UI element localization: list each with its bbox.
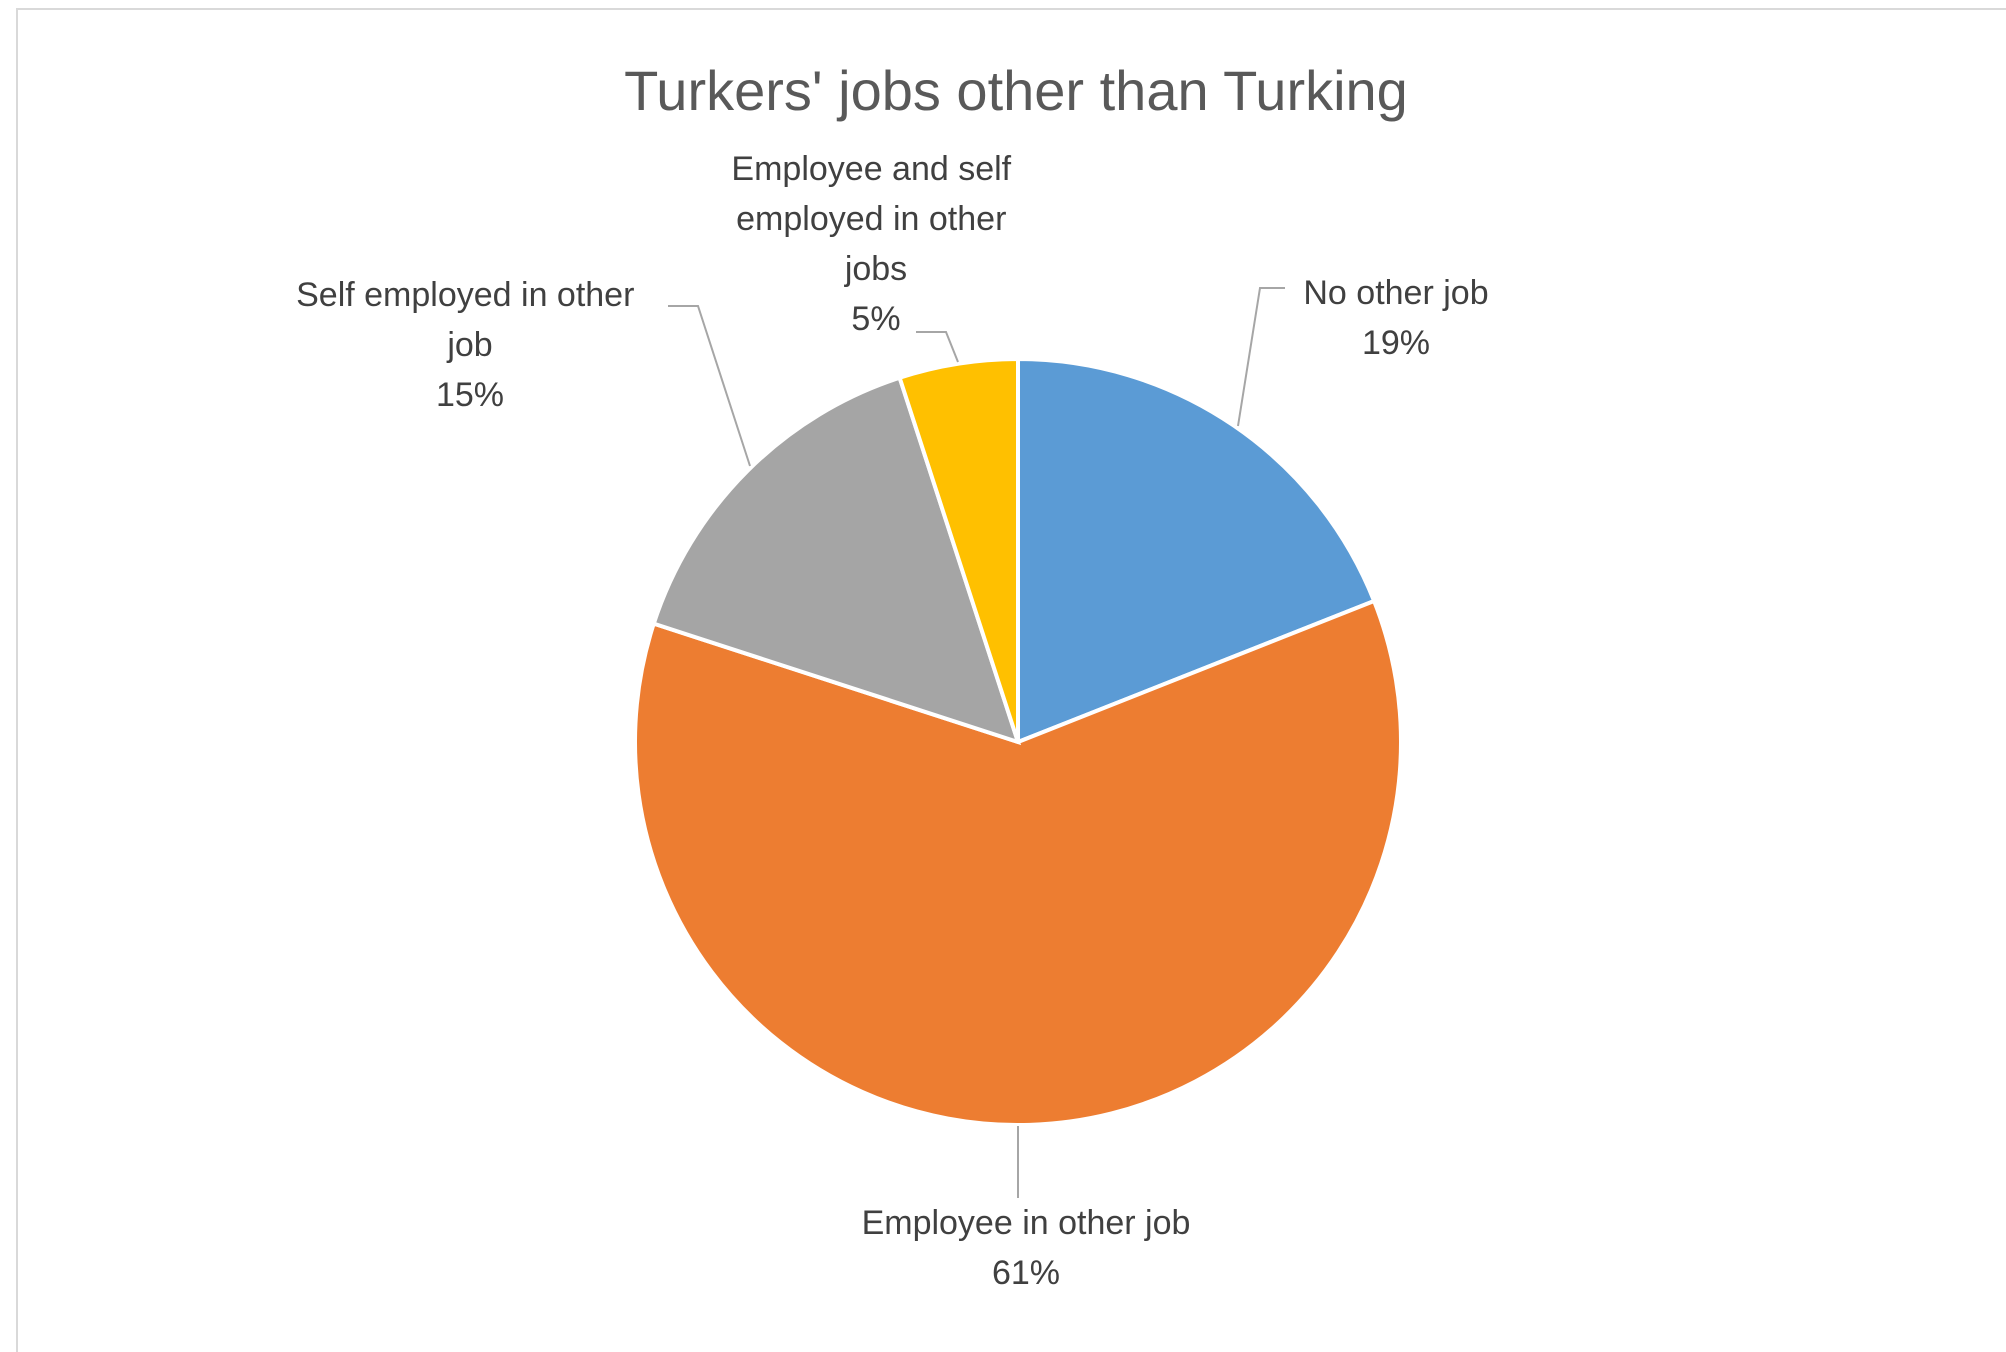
slice-label-line: job (446, 326, 492, 364)
slice-label-line: No other job (1303, 274, 1488, 312)
slice-percent-no-other-job: 19% (1362, 324, 1430, 362)
pie-slices (633, 356, 1403, 1127)
leader-line-employee-and-self-employed (916, 331, 959, 363)
slice-label-self-employed: Self employed in other job (296, 276, 644, 364)
slice-percent-self-employed: 15% (436, 376, 504, 414)
slice-label-employee-in-other-job: Employee in other job (862, 1204, 1191, 1242)
slice-self-employed (651, 375, 1022, 746)
slice-percent-employee-and-self-employed: 5% (851, 300, 900, 338)
slice-label-line: Employee in other job (862, 1204, 1191, 1242)
slice-label-line: jobs (844, 250, 907, 288)
slice-label-no-other-job: No other job (1303, 274, 1488, 312)
leader-line-no-other-job (1237, 287, 1285, 427)
slice-percent-employee-in-other-job: 61% (992, 1254, 1060, 1292)
slice-label-line: Employee and self (731, 150, 1011, 188)
slice-label-line: employed in other (736, 200, 1006, 238)
slice-employee-in-other-job (633, 598, 1403, 1127)
slice-label-line: Self employed in other (296, 276, 634, 314)
slice-no-other-job (1016, 356, 1377, 745)
slice-label-employee-and-self-employed: Employee and self employed in other jobs (731, 150, 1020, 288)
leader-line-self-employed (668, 305, 751, 467)
chart-title: Turkers' jobs other than Turking (624, 59, 1408, 122)
slice-employee-and-self-employed (897, 356, 1020, 743)
